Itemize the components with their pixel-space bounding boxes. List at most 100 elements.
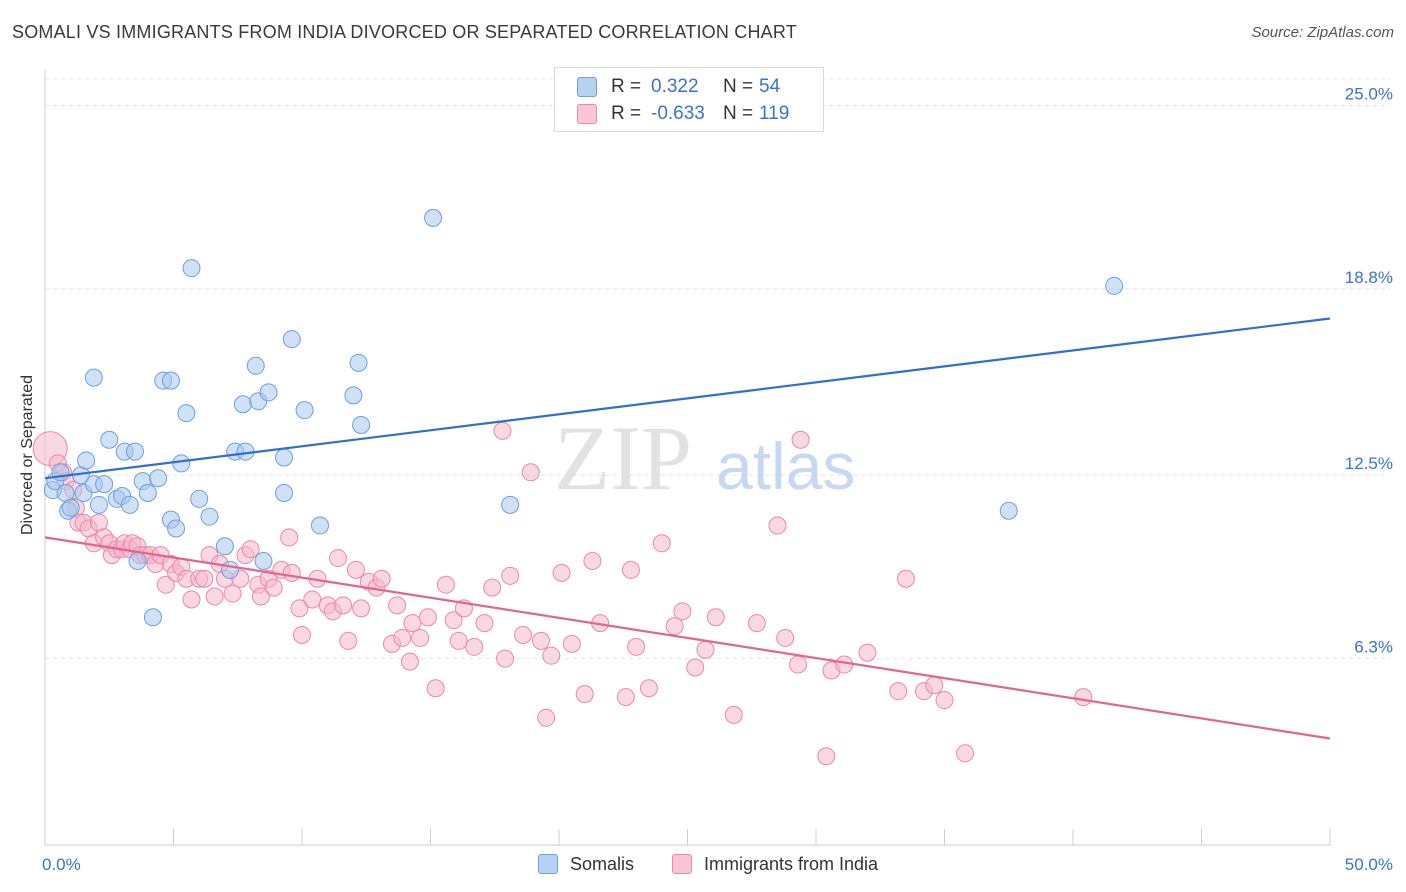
india-point	[388, 596, 407, 615]
india-point	[303, 590, 322, 609]
somali-point	[344, 386, 363, 405]
india-point	[251, 587, 270, 606]
n-label: N =	[723, 103, 754, 124]
somali-point	[51, 463, 70, 482]
india-point	[493, 421, 512, 440]
india-point	[280, 528, 299, 547]
india-point	[791, 430, 810, 449]
india-point	[562, 634, 581, 653]
india-point	[789, 655, 808, 674]
india-point	[665, 617, 684, 636]
x-tick-label: 50.0%	[1345, 855, 1393, 874]
somali-point	[125, 442, 144, 461]
legend-item-somalis[interactable]: Somalis	[538, 852, 634, 876]
india-point	[532, 631, 551, 650]
india-point	[465, 637, 484, 656]
india-point	[706, 608, 725, 627]
india-point	[475, 614, 494, 633]
somali-point	[200, 507, 219, 526]
india-legend-swatch	[672, 854, 692, 874]
somali-point	[128, 552, 147, 571]
somali-point	[177, 404, 196, 423]
somali-point	[100, 430, 119, 449]
india-point	[436, 575, 455, 594]
india-point	[156, 575, 175, 594]
india-point	[264, 578, 283, 597]
somali-point	[501, 495, 520, 514]
india-point	[241, 540, 260, 559]
india-point	[411, 628, 430, 647]
india-point	[583, 552, 602, 571]
legend-row-india: R = -0.633 N = 119	[577, 102, 789, 126]
india-point	[621, 560, 640, 579]
somali-point	[143, 608, 162, 627]
somali-point	[424, 208, 443, 227]
india-point	[223, 584, 242, 603]
india-point	[537, 708, 556, 727]
somali-point	[349, 353, 368, 372]
india-point	[817, 747, 836, 766]
india-point	[747, 614, 766, 633]
y-axis-label: Divorced or Separated	[19, 374, 36, 536]
india-point	[768, 516, 787, 535]
india-point	[282, 563, 301, 582]
somali-point	[149, 469, 168, 488]
somali-points	[43, 208, 1124, 627]
india-point	[673, 602, 692, 621]
india-point	[686, 658, 705, 677]
r-value: 0.322	[651, 76, 699, 97]
india-point	[1074, 688, 1093, 707]
india-point	[293, 625, 311, 644]
india-point	[835, 655, 854, 674]
gridlines	[45, 78, 1390, 660]
somali-trend-line	[44, 317, 1331, 480]
r-label: R =	[611, 76, 642, 97]
india-point	[393, 628, 412, 647]
n-label: N =	[723, 76, 754, 97]
india-point	[483, 578, 502, 597]
india-point	[652, 534, 671, 553]
somali-point	[138, 483, 157, 502]
somali-point	[246, 356, 265, 375]
n-value: 54	[759, 76, 781, 97]
somali-point	[161, 371, 180, 390]
somali-point	[77, 451, 96, 470]
somali-point	[95, 475, 114, 494]
somali-point	[275, 448, 294, 467]
somali-point	[233, 395, 252, 414]
tick-labels: 6.3% 12.5% 18.8% 25.0% 0.0% 50.0%	[42, 84, 1393, 874]
somali-point	[190, 489, 209, 508]
india-point	[575, 685, 594, 704]
somali-point	[282, 330, 301, 349]
somali-point	[89, 495, 108, 514]
india-point	[956, 744, 975, 763]
india-point	[403, 614, 422, 633]
watermark-atlas: atlas	[716, 429, 855, 503]
watermark-zip: ZIP	[554, 407, 692, 509]
india-point	[521, 463, 540, 482]
india-point	[182, 590, 201, 609]
india-legend-label: Immigrants from India	[704, 853, 879, 874]
legend-item-india[interactable]: Immigrants from India	[672, 852, 878, 876]
somali-point	[221, 560, 240, 579]
source-label: Source: ZipAtlas.com	[1251, 24, 1394, 41]
india-point	[552, 563, 571, 582]
somali-point	[182, 259, 201, 278]
somali-point	[84, 368, 103, 387]
india-point	[501, 566, 520, 585]
india-point	[195, 569, 214, 588]
somali-point	[172, 454, 191, 473]
somali-point	[352, 415, 371, 434]
y-tick-label: 18.8%	[1345, 268, 1393, 287]
india-point	[328, 549, 347, 568]
somali-point	[167, 519, 186, 538]
india-point	[444, 611, 463, 630]
trend-lines	[44, 317, 1331, 740]
india-swatch	[577, 104, 597, 124]
correlation-legend: R = 0.322 N = 54 R = -0.633 N = 119	[554, 67, 824, 132]
india-trend-line	[44, 536, 1331, 740]
india-point	[334, 596, 353, 615]
india-point	[858, 643, 877, 662]
somali-point	[1105, 276, 1124, 295]
